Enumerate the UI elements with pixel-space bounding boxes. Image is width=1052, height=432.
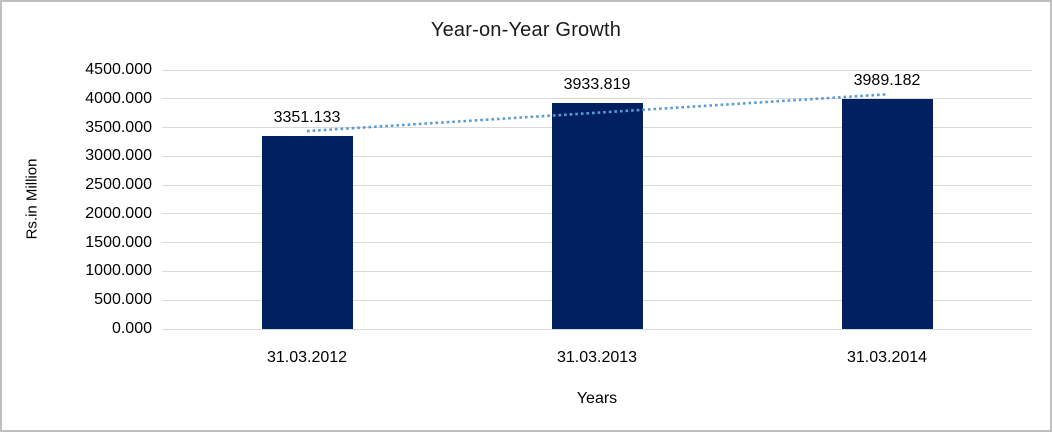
chart-title: Year-on-Year Growth — [430, 19, 622, 41]
bar-value-label: 3351.133 — [273, 109, 341, 127]
gridline — [162, 69, 1032, 71]
bar — [261, 136, 353, 329]
bar — [551, 102, 643, 329]
gridline — [162, 328, 1032, 330]
y-axis-tick-label: 4000.000 — [85, 89, 152, 107]
y-axis-tick-label: 500.000 — [94, 291, 152, 309]
y-axis-tick-label: 2000.000 — [85, 204, 152, 222]
x-axis-tick-label: 31.03.2014 — [846, 349, 928, 366]
y-axis-tick-label: 3500.000 — [85, 118, 152, 136]
bar — [841, 99, 933, 329]
bar-value-label: 3933.819 — [563, 75, 631, 93]
y-axis-tick-label: 0.000 — [111, 320, 152, 337]
x-axis-title: Years — [576, 390, 618, 407]
y-axis-tick-label: 4500.000 — [85, 61, 152, 78]
bar-value-label: 3989.182 — [853, 72, 921, 90]
y-axis-tick-label: 2500.000 — [85, 176, 152, 194]
x-axis-tick-label: 31.03.2012 — [266, 349, 348, 366]
y-axis-tick-label: 3000.000 — [85, 147, 152, 165]
y-axis-tick-label: 1500.000 — [85, 233, 152, 251]
y-axis-title: Rs.in Million — [23, 158, 41, 240]
y-axis-tick-label: 1000.000 — [85, 262, 152, 280]
x-axis-tick-label: 31.03.2013 — [556, 349, 638, 366]
